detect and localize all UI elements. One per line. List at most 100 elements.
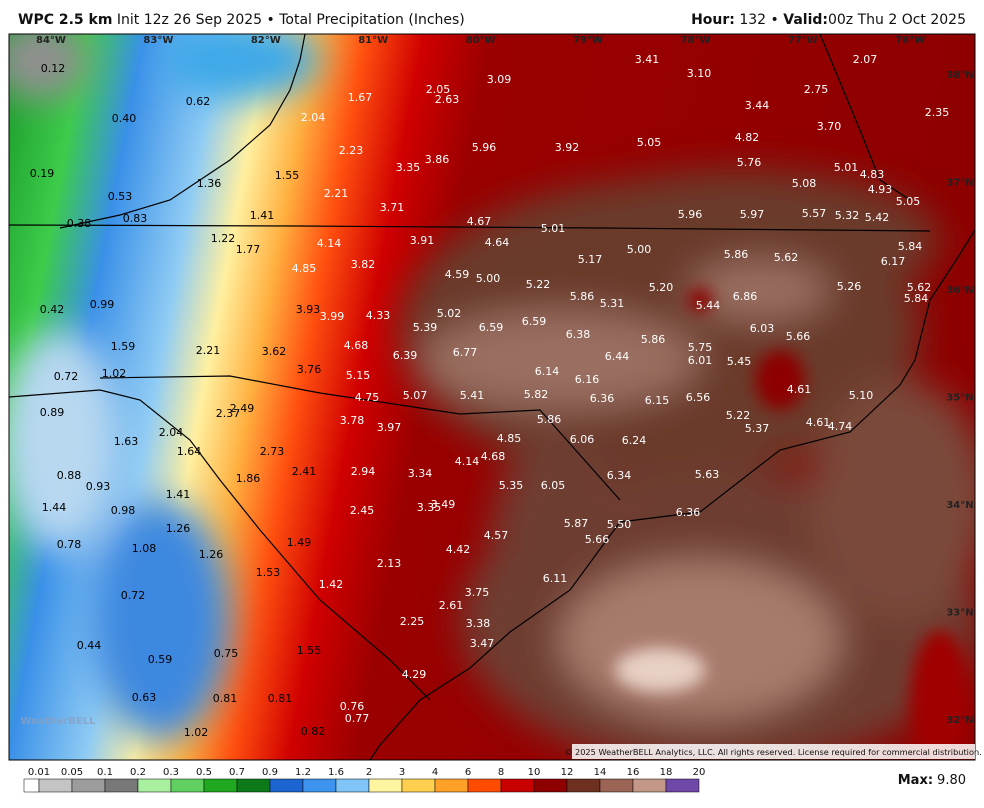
value-label: 5.08 (792, 177, 817, 190)
header-left: WPC 2.5 km Init 12z 26 Sep 2025 • Total … (18, 12, 465, 28)
latitude-label: 33°N (946, 608, 973, 619)
value-label: 0.75 (214, 647, 239, 660)
colorbar-cell (137, 778, 172, 793)
colorbar-label: 6 (465, 767, 471, 778)
max-value: 9.80 (937, 773, 966, 788)
value-label: 5.07 (403, 389, 428, 402)
colorbar-cell (599, 778, 634, 793)
value-label: 5.32 (835, 209, 860, 222)
ga-sc-border (8, 389, 431, 701)
header-right: Hour: 132 • Valid:00z Thu 2 Oct 2025 (691, 12, 966, 28)
colorbar-cell (566, 778, 601, 793)
value-label: 6.44 (605, 350, 630, 363)
max: Max: 9.80 (898, 773, 966, 788)
value-label: 5.05 (896, 195, 921, 208)
colorbar-cell (533, 778, 568, 793)
value-label: 1.41 (250, 209, 275, 222)
colorbar-label: 10 (528, 767, 541, 778)
value-label: 1.41 (166, 488, 191, 501)
value-label: 0.81 (213, 692, 238, 705)
valid-label: Valid: (783, 12, 828, 28)
colorbar-label: 4 (432, 767, 438, 778)
value-label: 0.99 (90, 298, 115, 311)
value-label: 3.86 (425, 153, 450, 166)
value-label: 6.38 (566, 328, 591, 341)
value-label: 3.44 (745, 99, 770, 112)
separator: • (770, 12, 779, 28)
value-label: 5.22 (526, 278, 551, 291)
colorbar-cell (38, 778, 73, 793)
value-label: 5.00 (476, 272, 501, 285)
value-label: 0.82 (301, 725, 326, 738)
va-border (59, 33, 306, 229)
value-label: 4.14 (455, 455, 480, 468)
field (9, 34, 975, 760)
value-label: 5.84 (898, 240, 923, 253)
colorbar-label: 18 (660, 767, 673, 778)
value-label: 0.76 (340, 700, 365, 713)
value-label: 2.75 (804, 83, 829, 96)
value-label: 4.61 (806, 416, 831, 429)
value-label: 6.86 (733, 290, 758, 303)
value-label: 2.94 (351, 465, 376, 478)
value-labels: 0.12 0.62 1.67 2.052.63 3.09 3.41 3.10 2.07 2.75… (30, 53, 950, 739)
value-label: 1.53 (256, 566, 281, 579)
value-label: 5.37 (745, 422, 770, 435)
chesapeake (819, 33, 911, 201)
value-label: 3.09 (487, 73, 512, 86)
colorbar-cell (302, 778, 337, 793)
value-label: 1.86 (236, 472, 261, 485)
value-label: 4.61 (787, 383, 812, 396)
value-label: 5.50 (607, 518, 632, 531)
value-label: 6.05 (541, 479, 566, 492)
colorbar-cell (71, 778, 106, 793)
value-label: 5.00 (627, 243, 652, 256)
value-label: 0.44 (77, 639, 102, 652)
colorbar-cell (269, 778, 304, 793)
value-label: 1.77 (236, 243, 261, 256)
value-label: 4.67 (467, 215, 492, 228)
value-label: 5.45 (727, 355, 752, 368)
colorbar-cell (203, 778, 238, 793)
value-label: 5.76 (737, 156, 762, 169)
colorbar-label: 8 (498, 767, 504, 778)
value-label: 3.71 (380, 201, 405, 214)
value-label: 0.53 (108, 190, 133, 203)
colorbar-cell (236, 778, 271, 793)
value-label: 3.62 (262, 345, 287, 358)
value-label: 0.88 (57, 469, 82, 482)
value-label: 2.73 (260, 445, 285, 458)
value-label: 0.98 (111, 504, 136, 517)
value-label: 2.63 (435, 93, 460, 106)
longitude-label: 80°W (466, 35, 496, 46)
longitude-label: 83°W (143, 35, 173, 46)
value-label: 5.97 (740, 208, 765, 221)
value-label: 3.82 (351, 258, 376, 271)
value-label: 1.67 (348, 91, 373, 104)
value-label: 1.55 (297, 644, 322, 657)
value-label: 5.96 (678, 208, 703, 221)
colorbar-label: 1.2 (295, 767, 311, 778)
value-label: 3.49 (431, 498, 456, 511)
value-label: 4.64 (485, 236, 510, 249)
borders (8, 33, 976, 761)
hour: 132 (739, 12, 767, 28)
value-label: 6.03 (750, 322, 775, 335)
value-label: 0.81 (268, 692, 293, 705)
longitude-label: 81°W (358, 35, 388, 46)
frame (8, 33, 976, 761)
init: Init 12z 26 Sep 2025 (116, 12, 263, 28)
colorbar-cell (665, 778, 700, 793)
value-label: 6.34 (607, 469, 632, 482)
value-label: 3.99 (320, 310, 345, 323)
value-label: 0.38 (67, 217, 92, 230)
value-label: 6.56 (686, 391, 711, 404)
va-nc-border (8, 224, 931, 232)
value-label: 2.04 (301, 111, 326, 124)
value-label: 3.97 (377, 421, 402, 434)
value-label: 4.83 (860, 168, 885, 181)
colorbar-label: 12 (561, 767, 574, 778)
value-label: 2.04 (159, 426, 184, 439)
value-label: 6.59 (522, 315, 547, 328)
value-label: 3.91 (410, 234, 435, 247)
